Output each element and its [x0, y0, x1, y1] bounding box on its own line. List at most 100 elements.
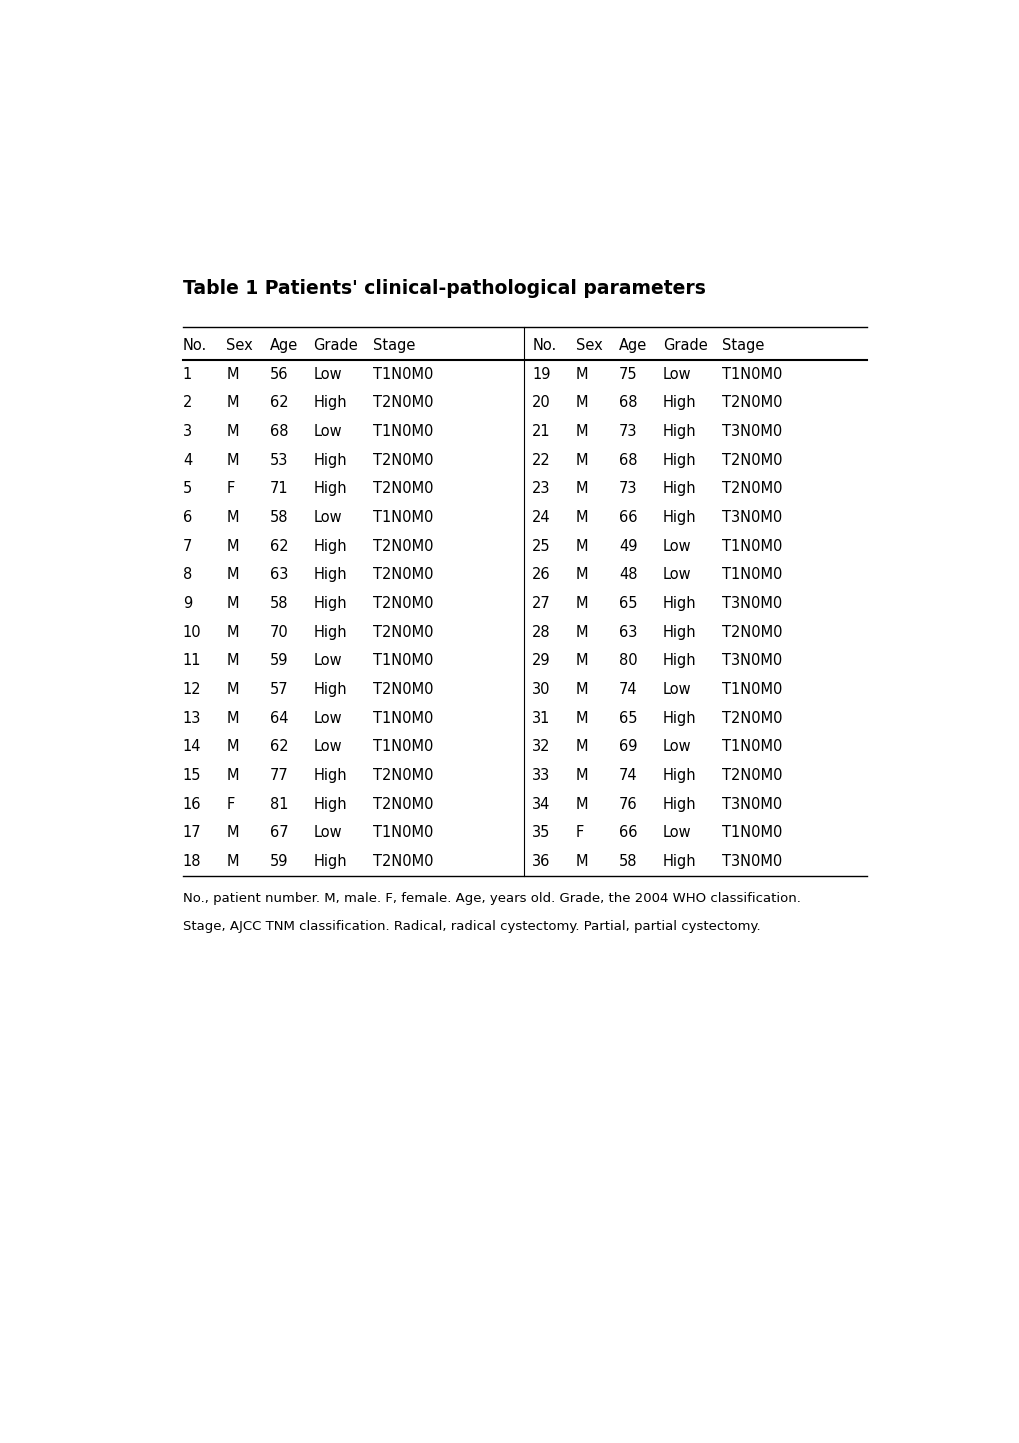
Text: 63: 63 [619, 625, 637, 639]
Text: T1N0M0: T1N0M0 [372, 825, 432, 840]
Text: 20: 20 [532, 395, 550, 410]
Text: High: High [313, 854, 346, 869]
Text: 77: 77 [269, 768, 288, 784]
Text: Grade: Grade [313, 338, 358, 354]
Text: 64: 64 [269, 710, 288, 726]
Text: T2N0M0: T2N0M0 [372, 481, 433, 496]
Text: 62: 62 [269, 739, 288, 755]
Text: High: High [662, 654, 696, 668]
Text: M: M [575, 567, 588, 582]
Text: 49: 49 [619, 538, 637, 554]
Text: 18: 18 [182, 854, 201, 869]
Text: T1N0M0: T1N0M0 [721, 367, 782, 381]
Text: T1N0M0: T1N0M0 [721, 739, 782, 755]
Text: 3: 3 [182, 424, 192, 439]
Text: 62: 62 [269, 538, 288, 554]
Text: 17: 17 [182, 825, 202, 840]
Text: M: M [226, 854, 238, 869]
Text: High: High [313, 596, 346, 610]
Text: M: M [575, 538, 588, 554]
Text: T2N0M0: T2N0M0 [372, 625, 433, 639]
Text: Age: Age [619, 338, 647, 354]
Text: High: High [662, 854, 696, 869]
Text: T2N0M0: T2N0M0 [721, 625, 782, 639]
Text: M: M [575, 797, 588, 811]
Text: Low: Low [662, 683, 691, 697]
Text: High: High [662, 768, 696, 784]
Text: 63: 63 [269, 567, 288, 582]
Text: 9: 9 [182, 596, 192, 610]
Text: Low: Low [313, 739, 341, 755]
Text: 68: 68 [619, 395, 637, 410]
Text: T2N0M0: T2N0M0 [372, 538, 433, 554]
Text: High: High [313, 481, 346, 496]
Text: High: High [313, 625, 346, 639]
Text: M: M [575, 768, 588, 784]
Text: 16: 16 [182, 797, 201, 811]
Text: M: M [226, 567, 238, 582]
Text: 32: 32 [532, 739, 550, 755]
Text: T2N0M0: T2N0M0 [372, 854, 433, 869]
Text: M: M [226, 367, 238, 381]
Text: Low: Low [313, 710, 341, 726]
Text: 27: 27 [532, 596, 550, 610]
Text: 68: 68 [269, 424, 288, 439]
Text: F: F [226, 797, 234, 811]
Text: 25: 25 [532, 538, 550, 554]
Text: 69: 69 [619, 739, 637, 755]
Text: 62: 62 [269, 395, 288, 410]
Text: Stage: Stage [372, 338, 415, 354]
Text: 31: 31 [532, 710, 550, 726]
Text: T2N0M0: T2N0M0 [372, 768, 433, 784]
Text: 26: 26 [532, 567, 550, 582]
Text: 80: 80 [619, 654, 637, 668]
Text: T1N0M0: T1N0M0 [372, 654, 432, 668]
Text: Age: Age [269, 338, 298, 354]
Text: M: M [226, 625, 238, 639]
Text: 65: 65 [619, 596, 637, 610]
Text: 57: 57 [269, 683, 288, 697]
Text: 11: 11 [182, 654, 201, 668]
Text: High: High [662, 509, 696, 525]
Text: 66: 66 [619, 825, 637, 840]
Text: 1: 1 [182, 367, 192, 381]
Text: M: M [575, 481, 588, 496]
Text: No.: No. [182, 338, 207, 354]
Text: M: M [575, 683, 588, 697]
Text: No.: No. [532, 338, 556, 354]
Text: Grade: Grade [662, 338, 707, 354]
Text: T1N0M0: T1N0M0 [721, 825, 782, 840]
Text: T3N0M0: T3N0M0 [721, 424, 782, 439]
Text: 14: 14 [182, 739, 201, 755]
Text: High: High [313, 683, 346, 697]
Text: 81: 81 [269, 797, 288, 811]
Text: 24: 24 [532, 509, 550, 525]
Text: T1N0M0: T1N0M0 [372, 509, 432, 525]
Text: 13: 13 [182, 710, 201, 726]
Text: M: M [575, 596, 588, 610]
Text: M: M [226, 654, 238, 668]
Text: 74: 74 [619, 683, 637, 697]
Text: T2N0M0: T2N0M0 [372, 797, 433, 811]
Text: M: M [226, 825, 238, 840]
Text: 74: 74 [619, 768, 637, 784]
Text: M: M [226, 453, 238, 468]
Text: Stage, AJCC TNM classification. Radical, radical cystectomy. Partial, partial cy: Stage, AJCC TNM classification. Radical,… [182, 921, 760, 934]
Text: 56: 56 [269, 367, 288, 381]
Text: T2N0M0: T2N0M0 [721, 710, 782, 726]
Text: 35: 35 [532, 825, 550, 840]
Text: 5: 5 [182, 481, 192, 496]
Text: T1N0M0: T1N0M0 [372, 424, 432, 439]
Text: 70: 70 [269, 625, 288, 639]
Text: 21: 21 [532, 424, 550, 439]
Text: T2N0M0: T2N0M0 [372, 567, 433, 582]
Text: M: M [226, 739, 238, 755]
Text: 59: 59 [269, 654, 288, 668]
Text: T2N0M0: T2N0M0 [721, 481, 782, 496]
Text: 4: 4 [182, 453, 192, 468]
Text: High: High [662, 424, 696, 439]
Text: M: M [575, 424, 588, 439]
Text: No., patient number. M, male. F, female. Age, years old. Grade, the 2004 WHO cla: No., patient number. M, male. F, female.… [182, 892, 800, 905]
Text: F: F [575, 825, 584, 840]
Text: 68: 68 [619, 453, 637, 468]
